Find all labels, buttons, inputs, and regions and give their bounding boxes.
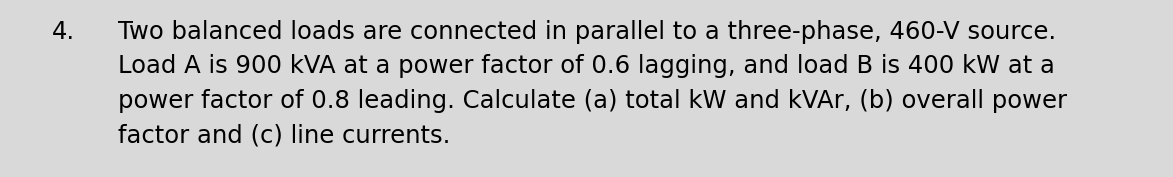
Text: 4.: 4. xyxy=(52,20,75,44)
Text: factor and (c) line currents.: factor and (c) line currents. xyxy=(118,124,450,147)
Text: Two balanced loads are connected in parallel to a three-phase, 460-V source.: Two balanced loads are connected in para… xyxy=(118,20,1056,44)
Text: power factor of 0.8 leading. Calculate (a) total kW and kVAr, (b) overall power: power factor of 0.8 leading. Calculate (… xyxy=(118,89,1067,113)
Text: Load A is 900 kVA at a power factor of 0.6 lagging, and load B is 400 kW at a: Load A is 900 kVA at a power factor of 0… xyxy=(118,55,1055,79)
